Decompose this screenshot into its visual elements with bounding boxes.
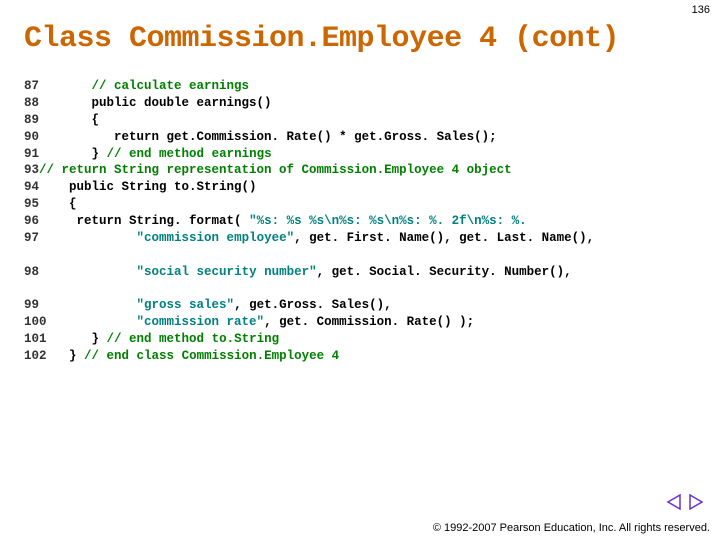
code-text: { (92, 113, 100, 127)
code-text: return String. format( (77, 214, 250, 228)
code-listing: 87 // calculate earnings 88 public doubl… (0, 56, 720, 365)
line-number: 87 (24, 79, 39, 93)
code-text: public String to.String() (69, 180, 257, 194)
slide-number: 136 (692, 4, 710, 16)
code-text: } (92, 332, 107, 346)
code-text: , get. Social. Security. Number(), (317, 265, 572, 279)
line-number: 91 (24, 147, 39, 161)
line-number: 90 (24, 130, 39, 144)
code-comment: // end class Commission.Employee 4 (84, 349, 339, 363)
code-text: public double earnings() (92, 96, 272, 110)
code-text: { (69, 197, 77, 211)
line-number: 93 (24, 163, 39, 177)
code-string: "commission rate" (137, 315, 265, 329)
code-text: , get. Commission. Rate() ); (264, 315, 474, 329)
code-string: "%s: %s %s\n%s: %s\n%s: %. 2f\n%s: %. (249, 214, 527, 228)
line-number: 100 (24, 315, 47, 329)
code-comment: // end method earnings (107, 147, 272, 161)
line-number: 98 (24, 265, 39, 279)
code-comment: // end method to.String (107, 332, 280, 346)
copyright-text: 1992-2007 Pearson Education, Inc. All ri… (444, 522, 710, 534)
code-string: "social security number" (137, 265, 317, 279)
copyright-footer: © 1992-2007 Pearson Education, Inc. All … (433, 522, 710, 534)
code-comment: // return String representation of Commi… (39, 163, 512, 177)
line-number: 95 (24, 197, 39, 211)
line-number: 99 (24, 298, 39, 312)
code-comment: // calculate earnings (92, 79, 250, 93)
line-number: 88 (24, 96, 39, 110)
line-number: 101 (24, 332, 47, 346)
code-string: "gross sales" (137, 298, 235, 312)
nav-arrows (666, 493, 706, 516)
code-text: , get. First. Name(), get. Last. Name(), (294, 231, 594, 245)
code-text: } (69, 349, 84, 363)
line-number: 96 (24, 214, 39, 228)
line-number: 102 (24, 349, 47, 363)
prev-next-icons[interactable] (666, 493, 706, 511)
code-text: return get.Commission. Rate() * get.Gros… (114, 130, 497, 144)
copyright-symbol: © (433, 522, 441, 534)
line-number: 94 (24, 180, 39, 194)
code-text: , get.Gross. Sales(), (234, 298, 392, 312)
code-string: "commission employee" (137, 231, 295, 245)
code-text: } (92, 147, 107, 161)
line-number: 97 (24, 231, 39, 245)
line-number: 89 (24, 113, 39, 127)
slide-title: Class Commission.Employee 4 (cont) (0, 0, 720, 56)
